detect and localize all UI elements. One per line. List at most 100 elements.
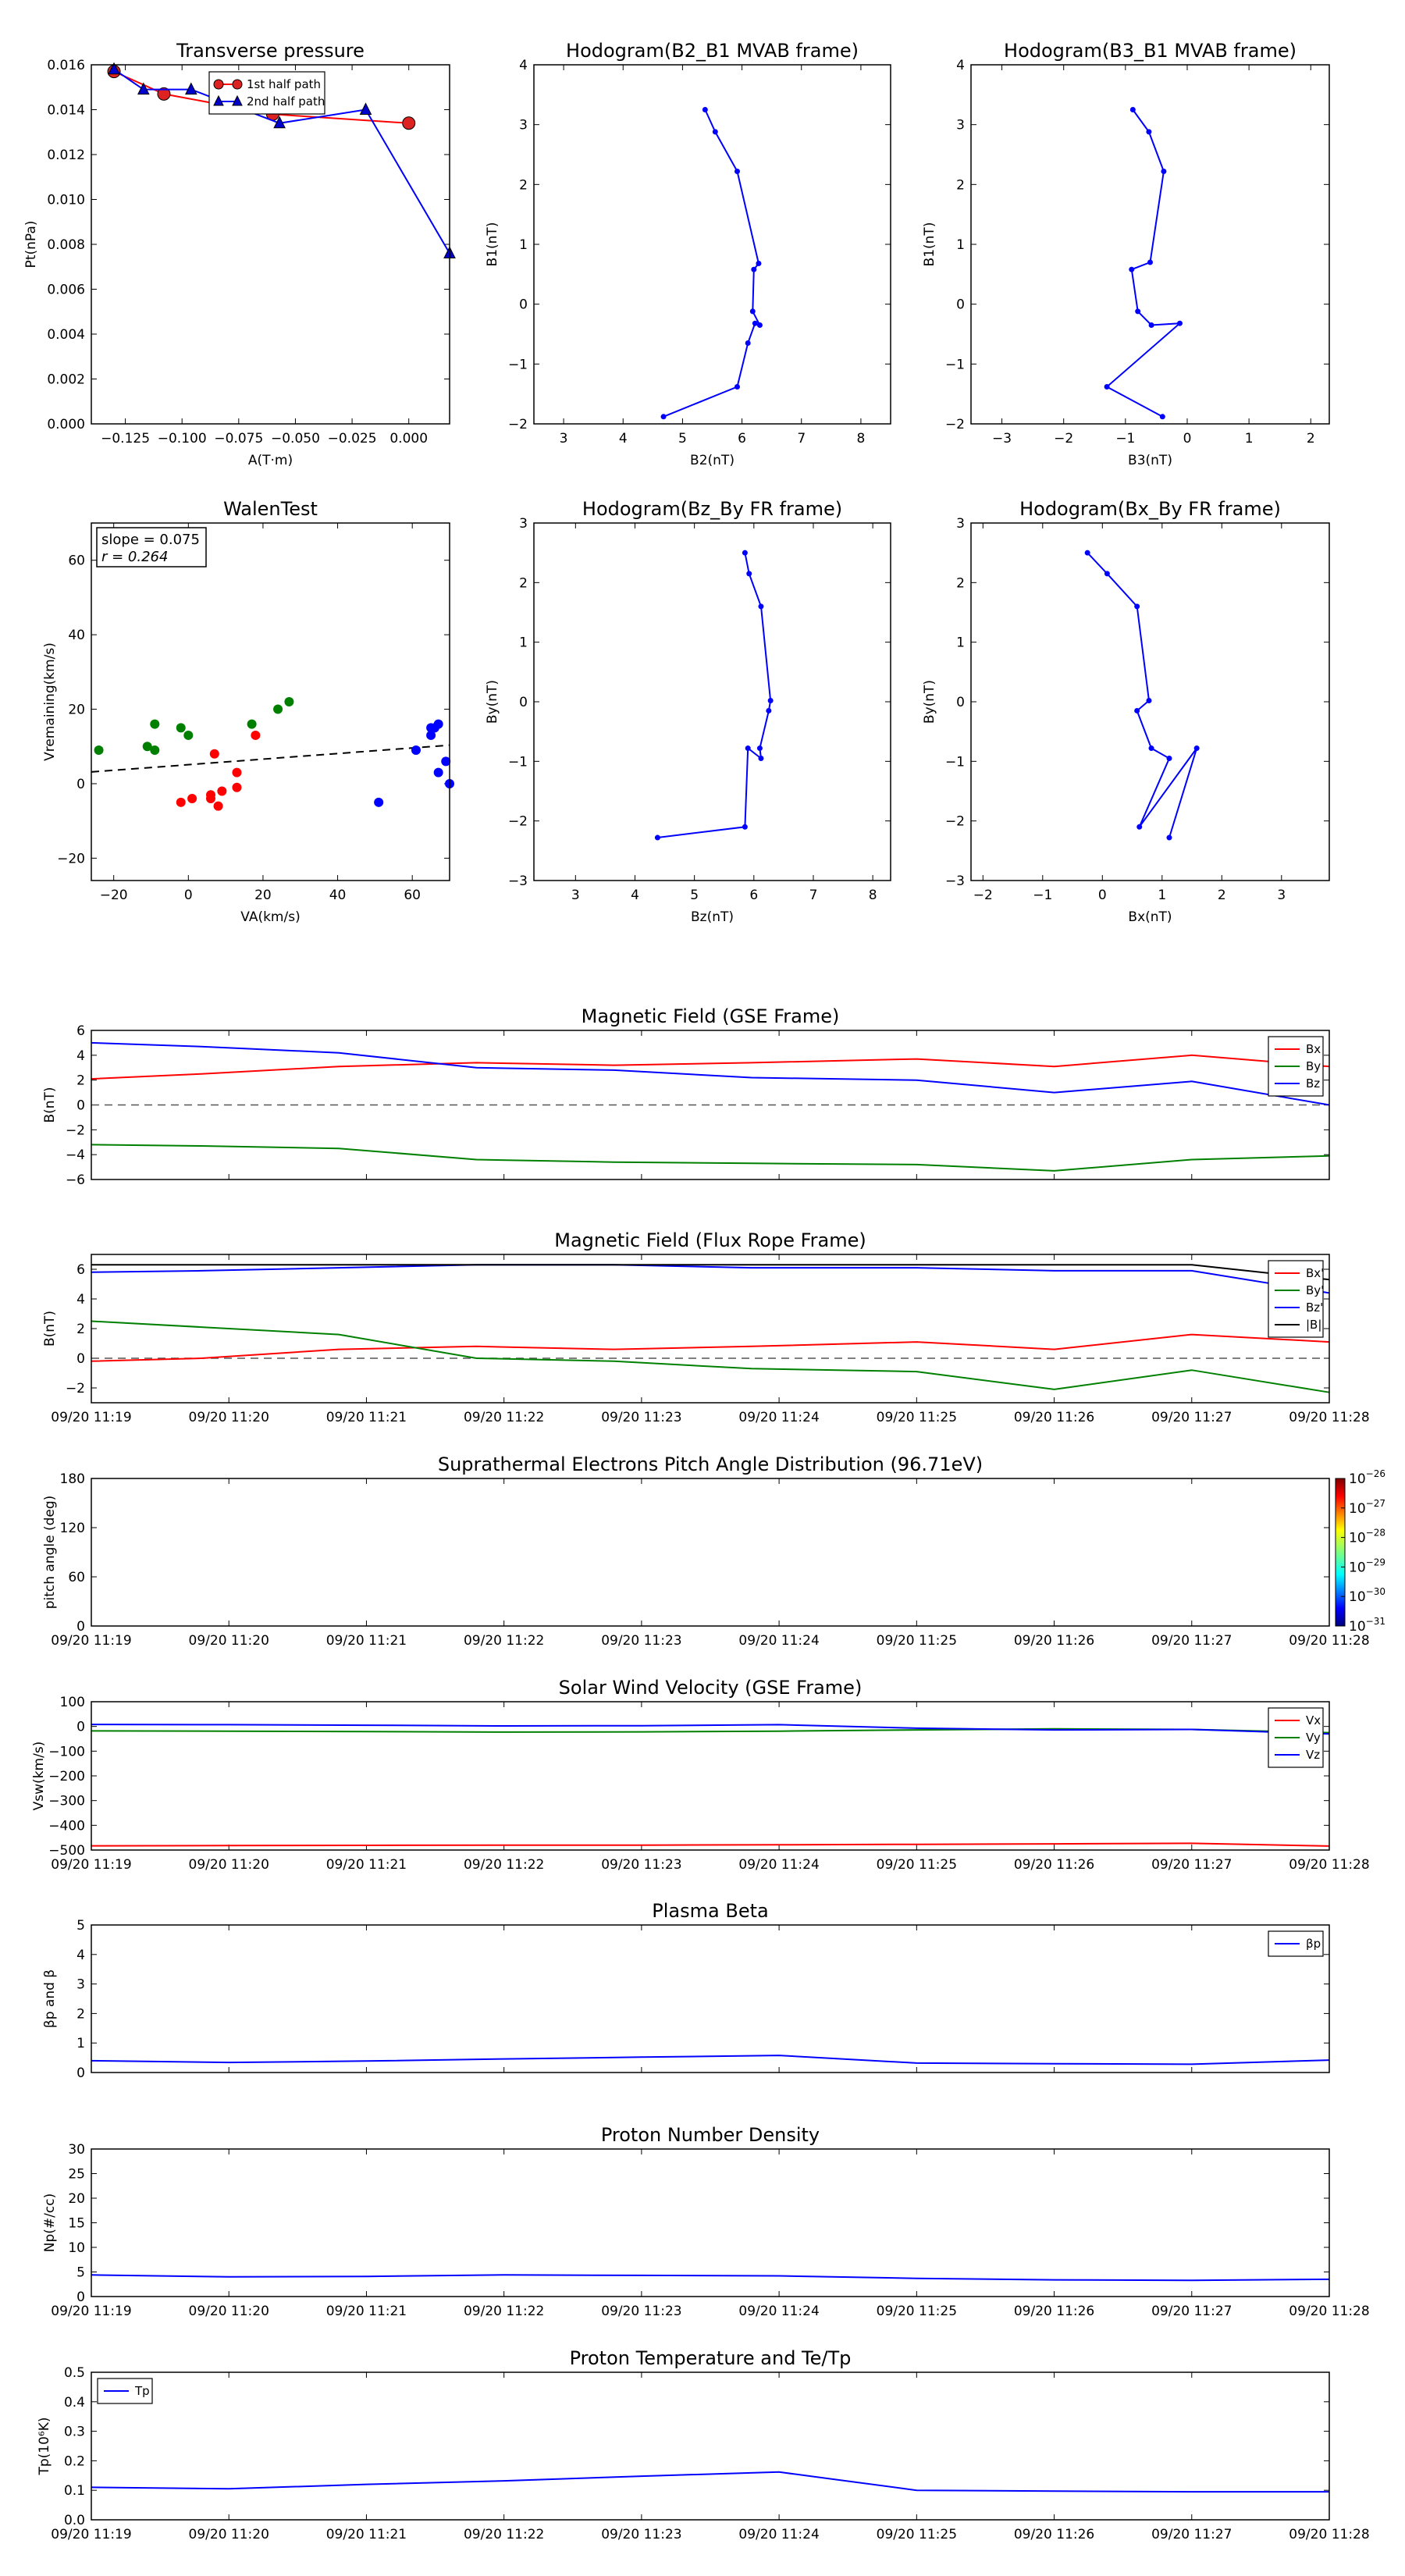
h3-data-point — [742, 550, 748, 556]
h4-data-point — [1193, 745, 1200, 752]
bgse-ylabel: B(nT) — [42, 1087, 58, 1123]
pad-xtick-label: 09/20 11:27 — [1151, 1633, 1232, 1649]
bgse-ytick-label: −4 — [66, 1147, 85, 1163]
pad-ytick-label: 180 — [60, 1471, 85, 1487]
h1-data-point — [734, 383, 740, 390]
h4-data-point — [1134, 603, 1140, 610]
vsw-xtick-label: 09/20 11:20 — [189, 1857, 269, 1873]
walen-data-point — [411, 745, 421, 756]
bfr-xtick-label: 09/20 11:21 — [326, 1410, 407, 1425]
vsw-ylabel: Vsw(km/s) — [31, 1742, 47, 1811]
np-xtick-label: 09/20 11:22 — [464, 2304, 544, 2319]
h2-ylabel: B1(nT) — [922, 222, 937, 267]
bfr-ytick-label: −2 — [66, 1381, 85, 1397]
h4-data-point — [1134, 707, 1140, 713]
pad-colorbar-label: 10−26 — [1349, 1468, 1385, 1487]
bgse-title: Magnetic Field (GSE Frame) — [582, 1005, 840, 1027]
h2-ytick-label: 4 — [956, 58, 965, 73]
h4-data-point — [1104, 571, 1110, 577]
pt-ytick-label: 0.000 — [47, 417, 85, 432]
h1-data-point — [734, 168, 740, 174]
h4-xtick-label: 3 — [1277, 888, 1286, 903]
vsw-ytick-label: −500 — [48, 1843, 85, 1859]
h2-xlabel: B3(nT) — [1128, 453, 1172, 468]
vsw-ytick-label: 100 — [60, 1695, 85, 1710]
h3-data-point — [756, 745, 763, 752]
tp-series-tp — [91, 2471, 1329, 2493]
vsw-xtick-label: 09/20 11:28 — [1289, 1857, 1369, 1873]
chart-h2: Hodogram(B3_B1 MVAB frame) B3(nT) B1(nT) −2… — [922, 40, 1330, 468]
np-xtick-label: 09/20 11:20 — [189, 2304, 269, 2319]
h2-data-point — [1146, 129, 1152, 135]
h2-xtick-label: 0 — [1183, 431, 1192, 447]
h1-xtick-label: 4 — [619, 431, 628, 447]
tp-ytick-label: 0.4 — [64, 2395, 85, 2411]
h2-xtick-label: −1 — [1115, 431, 1135, 447]
bfr-ytick-label: 6 — [76, 1262, 85, 1278]
h2-hodogram-line — [1105, 109, 1183, 418]
h1-xtick-label: 6 — [738, 431, 746, 447]
vsw-series-vz — [91, 1724, 1330, 1735]
pad-ytick-label: 0 — [76, 1619, 85, 1635]
pad-colorbar-base: 10 — [1349, 1619, 1366, 1635]
pt-ylabel: Pt(nPa) — [23, 221, 39, 269]
h4-xlabel: Bx(nT) — [1128, 909, 1172, 925]
vsw-xtick-label: 09/20 11:24 — [738, 1857, 819, 1873]
pt-xtick-label: −0.100 — [158, 431, 207, 447]
h4-ytick-label: −3 — [945, 873, 965, 889]
walen-data-point — [232, 782, 242, 792]
h1-xlabel: B2(nT) — [690, 453, 735, 468]
tp-ytick-label: 0.3 — [64, 2425, 85, 2440]
bfr-legend-label: By' — [1306, 1283, 1324, 1297]
pt-xtick-label: −0.025 — [328, 431, 377, 447]
tp-title: Proton Temperature and Te/Tp — [570, 2347, 852, 2369]
bgse-series-bz — [91, 1041, 1330, 1106]
vsw-xtick-label: 09/20 11:21 — [326, 1857, 407, 1873]
walen-title: WalenTest — [223, 498, 318, 520]
h4-ytick-label: 2 — [956, 575, 965, 591]
h1-hodogram-line — [663, 109, 762, 418]
tp-xtick-label: 09/20 11:24 — [738, 2527, 819, 2542]
walen-data-point — [217, 786, 227, 796]
tp-xtick-label: 09/20 11:22 — [464, 2527, 544, 2542]
beta-ytick-label: 3 — [76, 1977, 85, 1993]
np-xtick-label: 09/20 11:23 — [601, 2304, 681, 2319]
bgse-ytick-label: 6 — [76, 1023, 85, 1039]
walen-data-point — [150, 719, 160, 729]
tp-xtick-label: 09/20 11:20 — [189, 2527, 269, 2542]
pad-colorbar-base: 10 — [1349, 1589, 1366, 1605]
walen-data-point — [213, 801, 223, 811]
np-plot-frame — [91, 2148, 1330, 2297]
np-title: Proton Number Density — [601, 2124, 820, 2146]
h3-hodogram-line — [657, 553, 772, 838]
bfr-xtick-label: 09/20 11:28 — [1289, 1410, 1369, 1425]
h3-plot-frame — [533, 522, 891, 881]
np-xtick-label: 09/20 11:26 — [1014, 2304, 1094, 2319]
h1-ytick-label: 3 — [519, 118, 528, 133]
h2-xtick-label: 2 — [1307, 431, 1315, 447]
h3-data-point — [766, 707, 772, 713]
walen-xtick-label: 20 — [254, 888, 272, 903]
walen-data-point — [273, 704, 283, 714]
h1-data-point — [756, 261, 762, 267]
walen-data-point — [441, 756, 451, 767]
pad-xtick-label: 09/20 11:28 — [1289, 1633, 1369, 1649]
h3-ytick-label: −1 — [508, 754, 528, 770]
bfr-series-bx — [91, 1333, 1330, 1362]
np-xtick-label: 09/20 11:28 — [1289, 2304, 1369, 2319]
np-ytick-label: 0 — [76, 2290, 85, 2305]
h4-data-point — [1084, 550, 1090, 556]
pt-data-point — [273, 116, 286, 129]
h2-ytick-label: −2 — [945, 417, 965, 432]
pad-colorbar-base: 10 — [1349, 1471, 1366, 1487]
h4-ylabel: By(nT) — [922, 680, 937, 724]
beta-plot-frame — [91, 1924, 1330, 2073]
vsw-ytick-label: 0 — [76, 1720, 85, 1735]
chart-h3: Hodogram(Bz_By FR frame) Bz(nT) By(nT) −3 −2… — [485, 498, 891, 925]
tp-ylabel: Tp(10⁶K) — [37, 2417, 52, 2475]
pt-ytick-label: 0.002 — [47, 372, 85, 388]
vsw-title: Solar Wind Velocity (GSE Frame) — [559, 1677, 863, 1699]
h2-data-point — [1148, 322, 1154, 328]
bgse-legend-label: By — [1306, 1059, 1321, 1073]
bgse-ytick-label: 4 — [76, 1048, 85, 1064]
